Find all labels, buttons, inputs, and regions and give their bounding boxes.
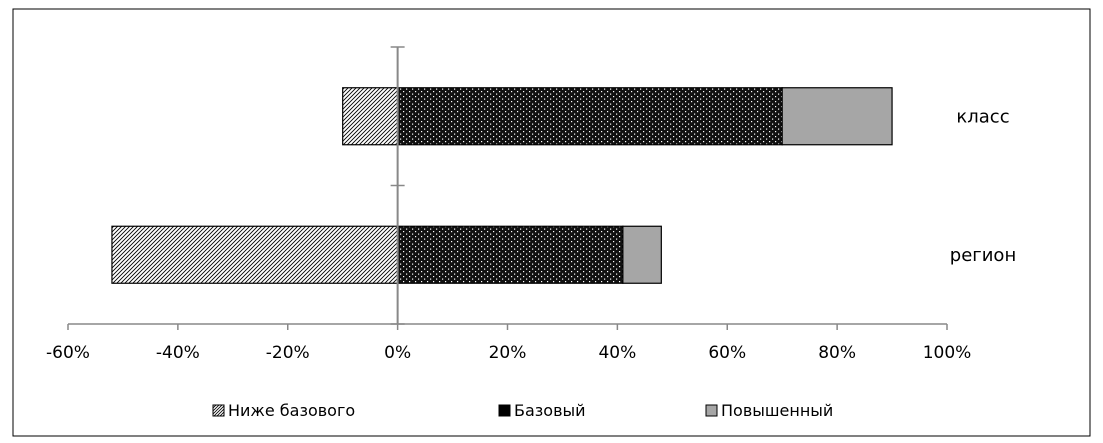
bar-1-series-2 (397, 87, 783, 146)
x-tick-label: 20% (489, 343, 527, 363)
x-tick-label: 40% (598, 343, 636, 363)
x-tick-label: -40% (156, 343, 200, 363)
bars-layer (111, 87, 893, 284)
legend-label: Повышенный (721, 401, 833, 420)
legend: Ниже базового Базовый Повышенный (212, 401, 833, 420)
chart-border (12, 8, 1091, 437)
category-label: класс (956, 106, 1009, 127)
bar-2-series-2 (397, 225, 624, 284)
legend-label: Базовый (514, 401, 586, 420)
bar-1-series-3 (781, 87, 893, 146)
x-tick-label: 60% (708, 343, 746, 363)
x-tick-label: 80% (818, 343, 856, 363)
x-tick-labels: -60% -40% -20% 0% 20% 40% 60% 80% 100% (46, 343, 971, 363)
legend-swatch (498, 404, 511, 417)
category-labels: класс регион (950, 106, 1016, 266)
bar-1-series-1 (342, 87, 399, 146)
legend-label: Ниже базового (228, 401, 355, 420)
bar-2-series-1 (111, 225, 399, 284)
x-tick-label: 100% (923, 343, 972, 363)
axes-layer (67, 46, 948, 330)
x-tick-label: -60% (46, 343, 90, 363)
category-label: регион (950, 245, 1016, 266)
bar-2-series-3 (622, 225, 662, 284)
x-tick-label: 0% (384, 343, 411, 363)
legend-swatch (705, 404, 718, 417)
x-tick-label: -20% (266, 343, 310, 363)
legend-swatch (212, 404, 225, 417)
